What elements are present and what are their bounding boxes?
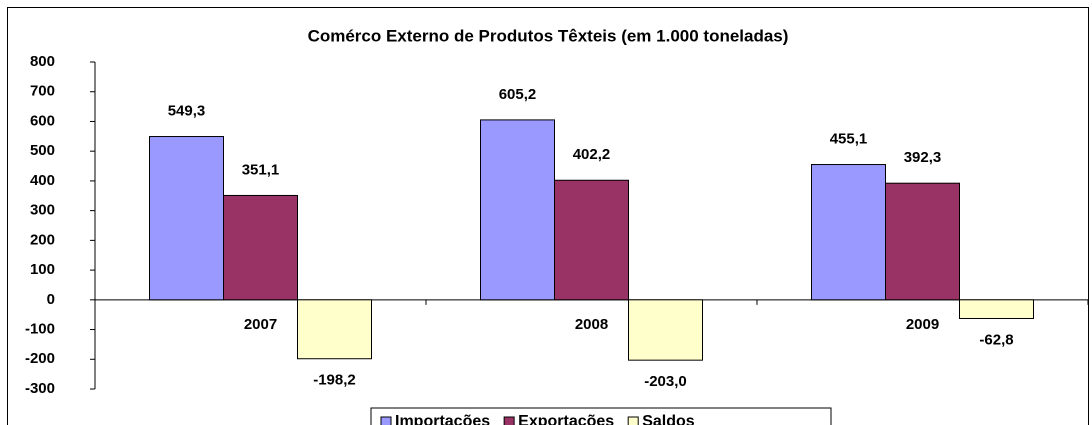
x-tick-label: 2008 bbox=[575, 316, 608, 333]
y-tick-label: -200 bbox=[25, 350, 55, 367]
y-tick-label: -100 bbox=[25, 321, 55, 338]
value-label: 351,1 bbox=[242, 161, 280, 178]
value-label: -198,2 bbox=[313, 372, 356, 389]
bar bbox=[811, 164, 886, 301]
y-tick-label: 800 bbox=[30, 53, 55, 70]
y-tick-label: 600 bbox=[30, 112, 55, 129]
legend-label: Importações bbox=[395, 413, 490, 425]
value-label: 605,2 bbox=[499, 86, 537, 103]
bar bbox=[223, 194, 298, 301]
legend-swatch bbox=[503, 416, 515, 425]
bar bbox=[480, 119, 555, 301]
legend-swatch bbox=[380, 416, 392, 425]
x-tick-label: 2009 bbox=[906, 316, 939, 333]
y-tick-label: -300 bbox=[25, 380, 55, 397]
y-tick-label: 200 bbox=[30, 231, 55, 248]
y-tick-label: 700 bbox=[30, 83, 55, 100]
y-tick-label: 0 bbox=[47, 291, 55, 308]
bar bbox=[554, 179, 629, 301]
y-tick-label: 400 bbox=[30, 172, 55, 189]
y-tick-label: 500 bbox=[30, 142, 55, 159]
legend-label: Exportações bbox=[518, 413, 614, 425]
value-label: 455,1 bbox=[830, 130, 868, 147]
bar bbox=[149, 136, 224, 301]
bar bbox=[297, 299, 372, 360]
y-tick-label: 100 bbox=[30, 261, 55, 278]
legend-box bbox=[370, 407, 832, 425]
chart-title: Comérco Externo de Produtos Têxteis (em … bbox=[308, 26, 789, 45]
bar bbox=[959, 299, 1034, 319]
value-label: 402,2 bbox=[573, 146, 611, 163]
value-label: -203,0 bbox=[644, 373, 687, 390]
value-label: 392,3 bbox=[904, 149, 942, 166]
legend-label: Saldos bbox=[642, 413, 695, 425]
y-tick-label: 300 bbox=[30, 202, 55, 219]
value-label: -62,8 bbox=[979, 331, 1013, 348]
x-tick-label: 2007 bbox=[244, 316, 277, 333]
bar bbox=[885, 182, 960, 301]
value-label: 549,3 bbox=[168, 102, 206, 119]
bar bbox=[628, 299, 703, 361]
legend-swatch bbox=[627, 416, 639, 425]
